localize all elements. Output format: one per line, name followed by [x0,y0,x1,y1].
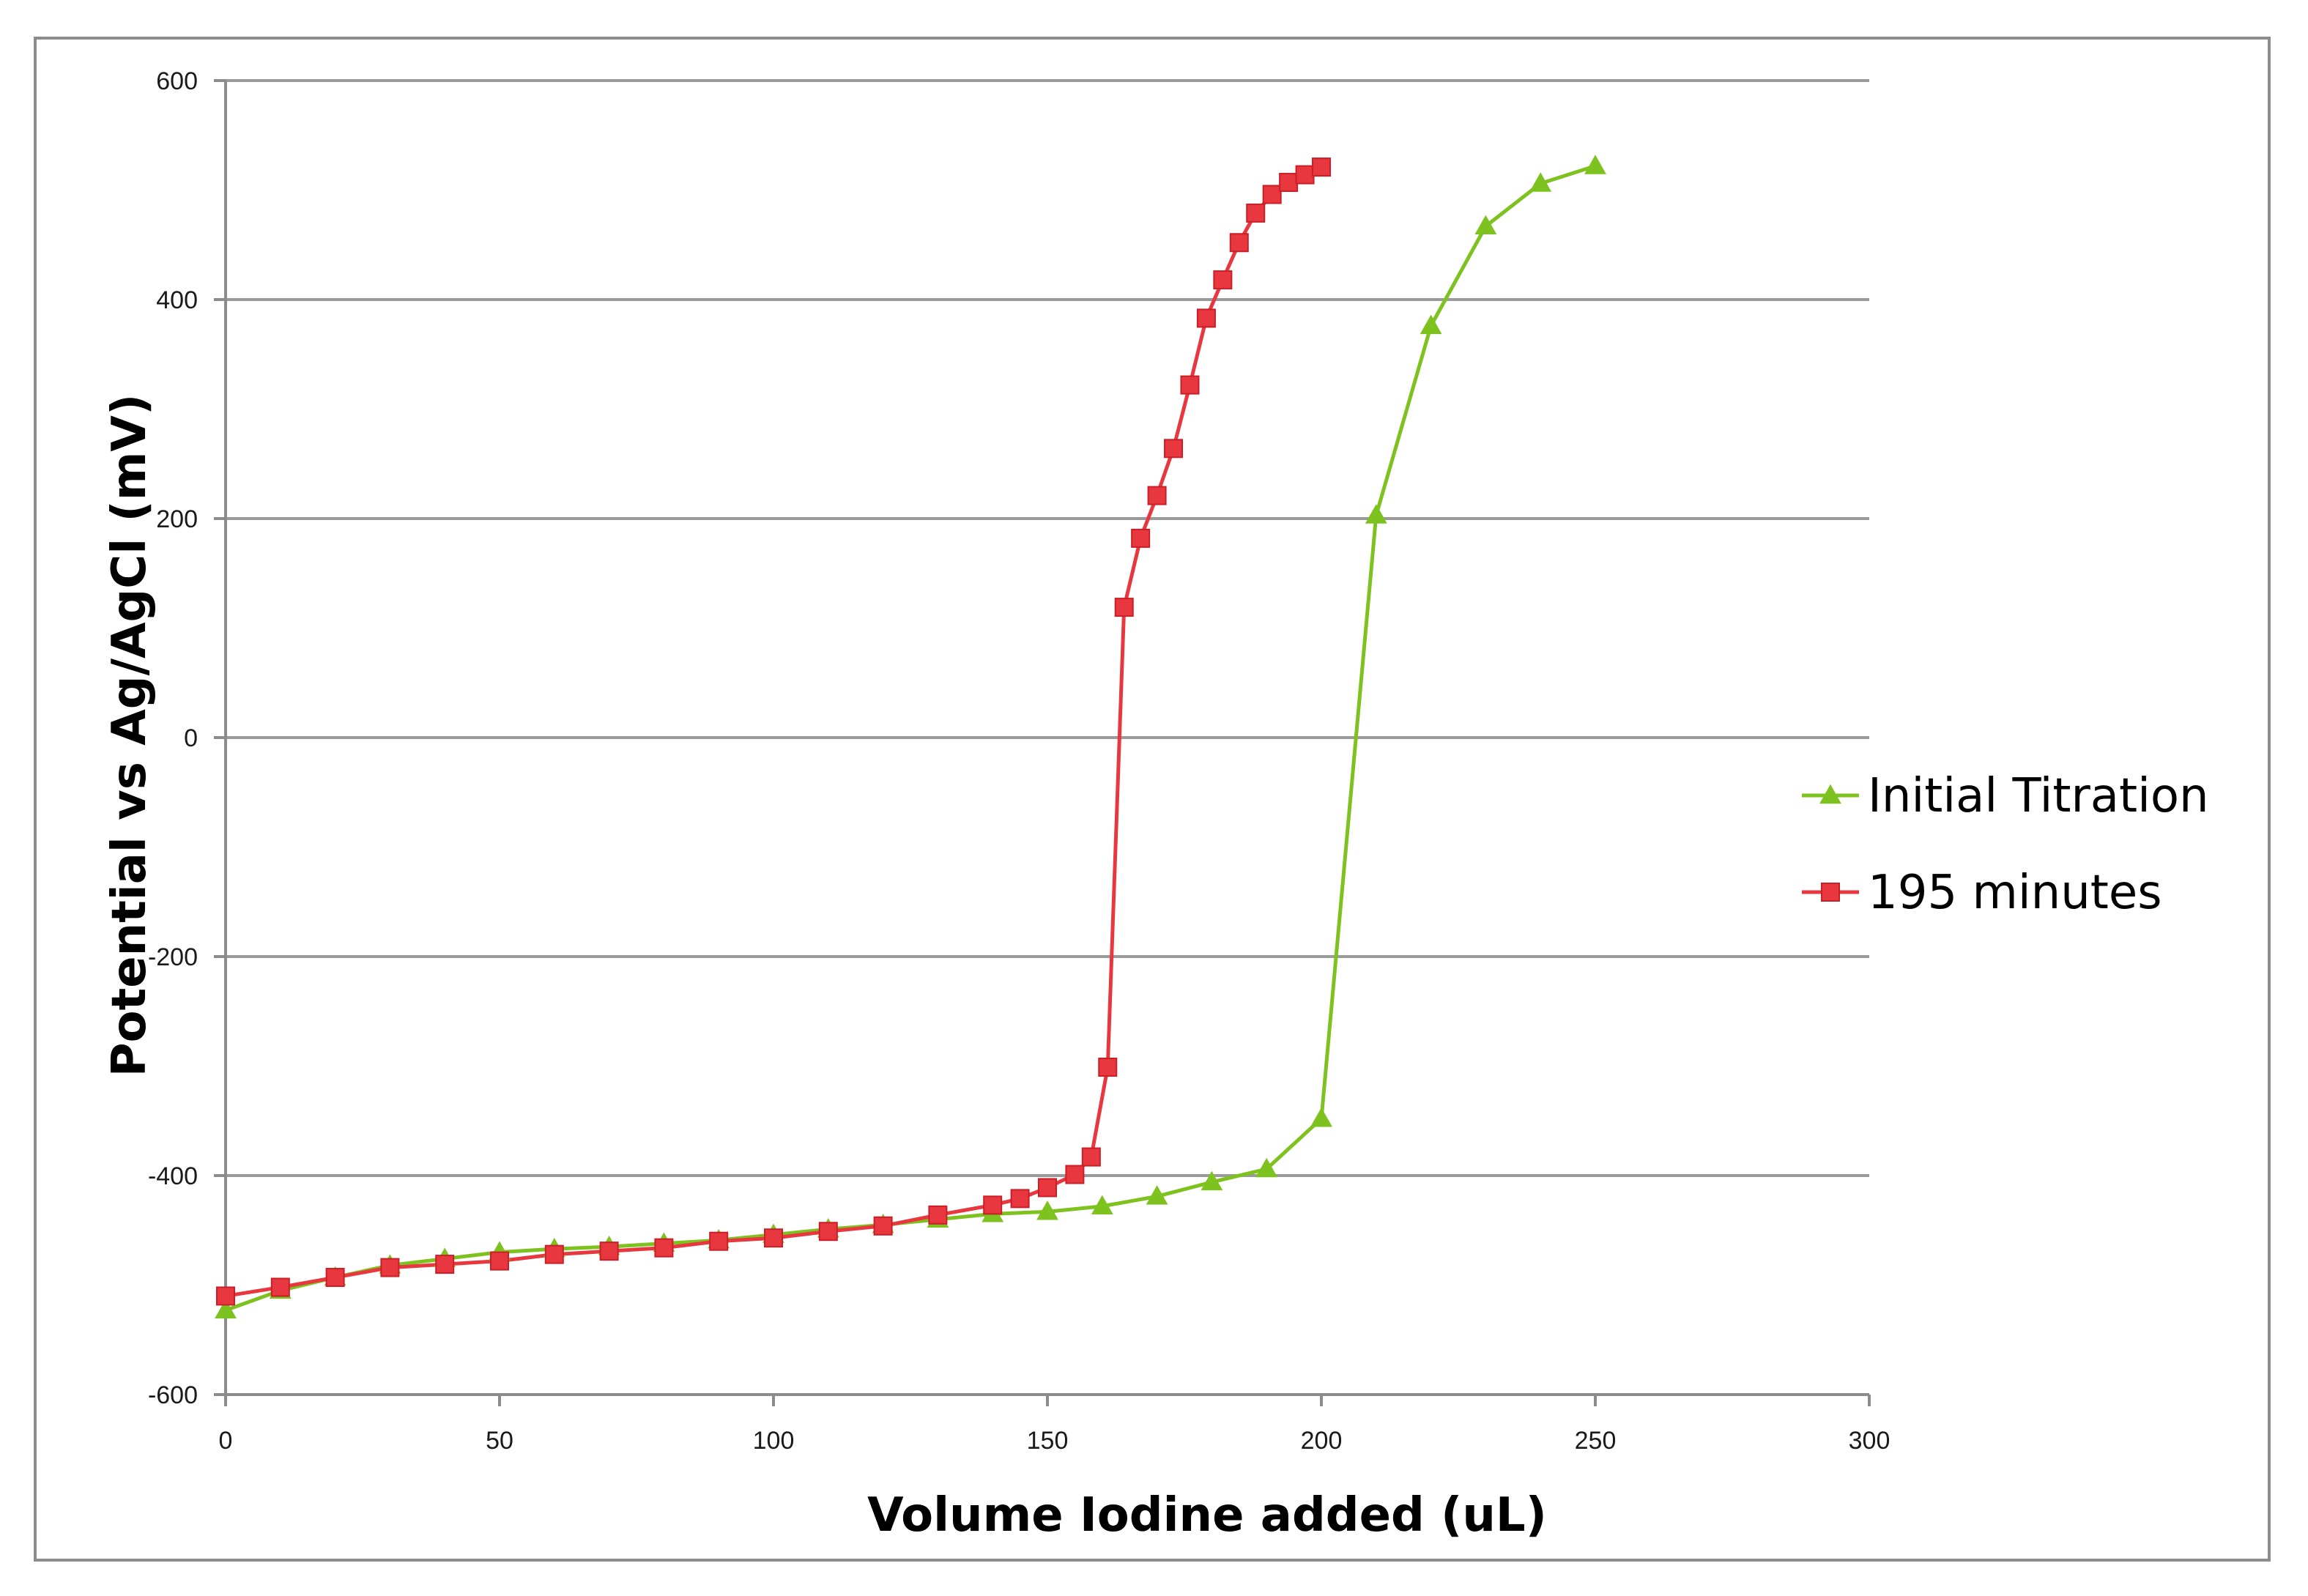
y-tick-label: 600 [156,67,198,95]
triangle-marker [1310,1107,1332,1127]
triangle-marker [1091,1195,1113,1215]
tick-labels: -600 -400 -200 0 200 400 600 0 50 100 150 200 250 300 [148,67,1890,1455]
x-tick-label: 250 [1575,1427,1617,1455]
x-tick-label: 0 [219,1427,233,1455]
square-marker [873,1216,893,1236]
triangle-marker [1365,504,1387,524]
triangle-marker [1201,1170,1223,1191]
square-marker [1114,598,1134,617]
square-marker [1164,439,1184,459]
triangle-marker [1036,1200,1058,1220]
triangle-marker [215,1299,237,1319]
triangle-marker [1584,155,1606,174]
legend-marker [1821,883,1840,902]
y-tick-label: 400 [156,286,198,314]
x-tick-label: 300 [1849,1427,1890,1455]
square-marker [270,1277,290,1297]
square-marker [325,1268,345,1288]
legend-marker [1819,784,1841,804]
square-marker [1295,165,1315,185]
x-axis-title: Volume Iodine added (uL) [867,1488,1547,1543]
square-marker [1229,233,1249,253]
axes [214,79,1871,1406]
chart-frame: -600 -400 -200 0 200 400 600 0 50 100 150 200 250 300… [34,37,2271,1562]
square-marker [1180,375,1200,395]
triangle-marker [1255,1157,1278,1178]
triangle-marker [1529,172,1552,192]
y-tick-label: 0 [184,724,198,752]
square-marker [1246,203,1266,223]
y-tick-label: -400 [148,1162,198,1190]
legend-label: 195 minutes [1868,866,2162,920]
square-marker [818,1222,838,1241]
square-marker [380,1258,400,1277]
x-tick-label: 150 [1027,1427,1069,1455]
square-marker [1038,1178,1057,1198]
square-marker [1081,1147,1101,1167]
square-marker [928,1205,948,1225]
square-marker [1098,1057,1118,1077]
square-marker [1065,1165,1085,1184]
triangle-marker [1420,314,1442,335]
square-marker [1010,1189,1030,1209]
gridlines [226,79,1869,1177]
square-marker [599,1241,619,1261]
triangle-marker [1474,215,1497,235]
y-tick-label: -200 [148,943,198,971]
y-axis-title: Potential vs Ag/AgCl (mV) [103,394,157,1077]
square-marker [1131,528,1151,548]
square-marker [764,1228,783,1248]
square-marker [1196,308,1216,328]
y-tick-label: 200 [156,505,198,533]
legend-label: Initial Titration [1868,769,2209,823]
x-tick-label: 50 [486,1427,513,1455]
square-marker [216,1286,235,1306]
square-marker [490,1251,509,1271]
square-marker [1312,157,1331,177]
legend-item: Initial Titration [1802,769,2209,823]
square-marker [654,1238,674,1258]
x-tick-label: 100 [753,1427,795,1455]
chart-svg: -600 -400 -200 0 200 400 600 0 50 100 150 200 250 300… [103,67,2209,1543]
square-marker [1213,270,1233,290]
data-markers [215,155,1606,1319]
square-marker [435,1255,455,1274]
square-marker [1279,173,1299,193]
legend-item: 195 minutes [1802,866,2162,920]
legend: Initial Titration 195 minutes [1802,769,2209,920]
triangle-marker [1146,1185,1168,1205]
square-marker [1262,185,1282,204]
x-tick-label: 200 [1301,1427,1343,1455]
y-tick-label: -600 [148,1381,198,1409]
square-marker [1147,486,1167,505]
series-line-195-minutes [225,165,1323,1298]
square-marker [983,1195,1003,1215]
square-marker [709,1231,729,1251]
square-marker [544,1244,564,1264]
